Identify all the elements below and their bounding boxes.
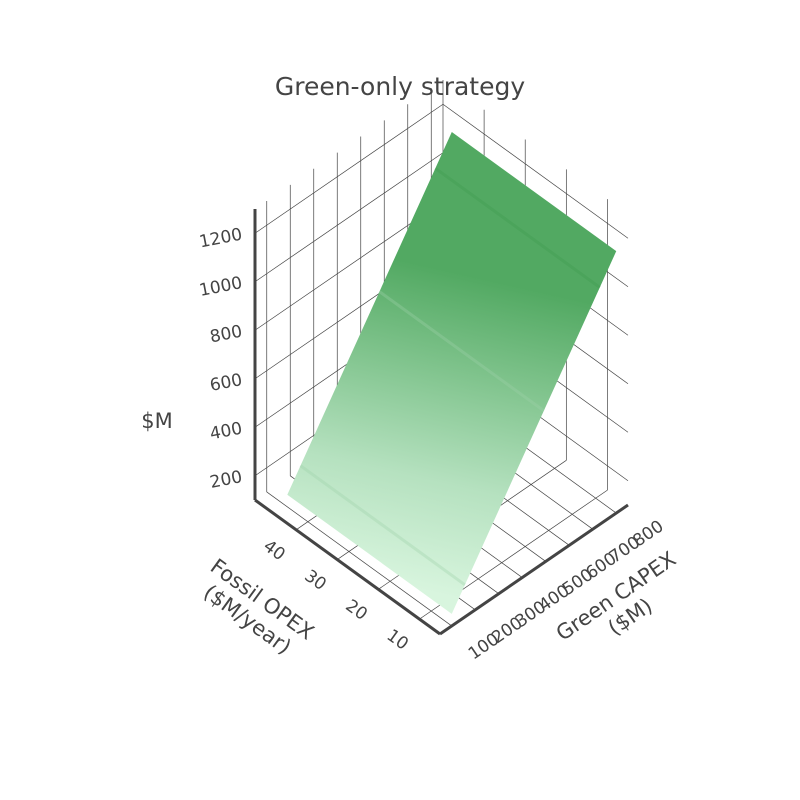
z-axis-title: $M	[141, 409, 172, 433]
y-axis-title: Fossil OPEX($M/year)	[191, 554, 318, 665]
y-tick-label: 40	[259, 536, 288, 565]
x-axis-title: Green CAPEX($M)	[552, 547, 695, 666]
y-axis-line	[254, 498, 441, 636]
z-tick-label: 800	[208, 322, 244, 348]
z-tick-label: 1000	[198, 273, 244, 301]
surface-shade-band	[434, 167, 601, 289]
y-tick-label: 10	[383, 626, 412, 655]
gridline	[442, 103, 629, 239]
z-tick-label: 400	[208, 419, 244, 445]
surface-shade-band	[378, 290, 545, 412]
chart-title: Green-only strategy	[274, 72, 526, 101]
x-axis-line	[439, 503, 629, 636]
z-tick-label: 600	[208, 370, 244, 396]
gridline	[266, 491, 452, 627]
surface-mesh	[287, 132, 617, 614]
surface-layer	[287, 132, 617, 614]
gridline	[254, 103, 444, 234]
surface-shade-band	[299, 464, 466, 587]
y-tick-label: 30	[301, 566, 330, 595]
gridline	[254, 152, 444, 283]
axis-lines	[253, 209, 629, 636]
z-tick-label: 200	[208, 467, 244, 493]
z-tick-label: 1200	[198, 225, 244, 253]
y-tick-label: 20	[342, 596, 371, 625]
